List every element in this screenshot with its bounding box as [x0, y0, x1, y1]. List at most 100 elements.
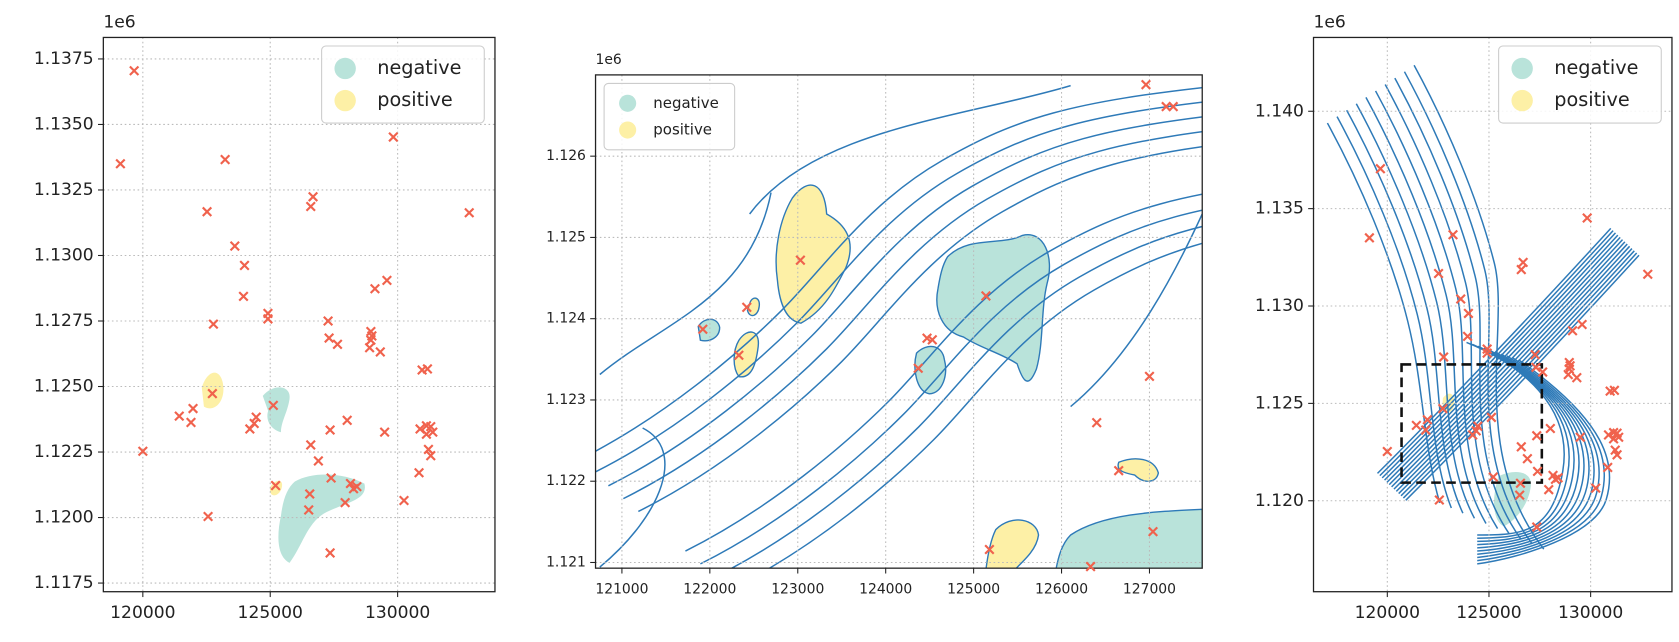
y-tick-label: 1.1175 — [34, 573, 94, 593]
point — [366, 330, 377, 341]
contour-line — [1386, 236, 1621, 483]
x-tick-label: 125000 — [238, 603, 303, 623]
contour-line — [1400, 250, 1635, 497]
contour-line — [1393, 243, 1628, 490]
point — [332, 339, 343, 350]
point — [1577, 319, 1588, 330]
point — [324, 332, 335, 344]
legend-swatch — [1511, 57, 1533, 80]
y-tick-label: 1.126 — [546, 148, 586, 164]
point — [1582, 212, 1593, 224]
point — [381, 275, 392, 286]
contour-line — [1477, 347, 1580, 546]
point — [1571, 372, 1582, 383]
contour-line — [749, 84, 1071, 215]
point — [304, 488, 315, 499]
legend-swatch — [619, 94, 637, 112]
point — [202, 206, 213, 217]
offset-label: 1e6 — [596, 52, 622, 68]
y-tick-label: 1.122 — [546, 473, 586, 489]
point — [1537, 366, 1548, 378]
point — [326, 472, 337, 484]
contour-line — [1326, 122, 1441, 504]
point — [1530, 362, 1541, 373]
point — [1091, 417, 1102, 428]
contour-line — [1403, 71, 1533, 545]
contour-line — [1477, 349, 1585, 549]
point — [980, 290, 991, 301]
contour-line — [767, 242, 1203, 569]
contour-line — [595, 101, 1203, 473]
point — [415, 423, 426, 435]
point — [137, 446, 148, 457]
x-tick-label: 126000 — [1035, 582, 1088, 598]
point — [741, 302, 752, 313]
point — [425, 450, 436, 461]
contour-line — [1374, 90, 1499, 529]
point — [203, 511, 214, 522]
point — [239, 260, 250, 271]
point — [1543, 484, 1554, 495]
y-tick-label: 1.130 — [1255, 296, 1304, 316]
point — [1375, 163, 1386, 174]
contour-line — [1384, 84, 1510, 535]
point — [238, 291, 249, 302]
plot-frame — [1312, 36, 1673, 593]
y-tick-label: 1.123 — [546, 392, 586, 408]
y-tick-label: 1.140 — [1255, 101, 1304, 121]
point — [174, 411, 185, 422]
point — [417, 364, 428, 376]
x-tick-label: 130000 — [365, 603, 430, 623]
point — [244, 423, 255, 435]
point — [1147, 526, 1159, 537]
contour-line — [1070, 213, 1203, 408]
point — [1514, 490, 1525, 501]
point — [464, 207, 475, 218]
point — [1567, 325, 1578, 336]
contour-line — [638, 145, 1203, 513]
point — [413, 467, 425, 478]
y-tick-label: 1.124 — [546, 311, 586, 327]
x-tick-label: 127000 — [1123, 582, 1176, 598]
point — [115, 158, 126, 169]
point — [1438, 351, 1449, 363]
contour-line — [1346, 109, 1464, 514]
point — [185, 417, 197, 428]
point — [1113, 465, 1124, 476]
contour-line — [599, 192, 772, 376]
point — [1642, 269, 1653, 280]
contours — [595, 84, 1203, 569]
point — [1563, 369, 1574, 380]
y-tick-label: 1.1250 — [34, 377, 94, 397]
contour-line — [1391, 241, 1626, 488]
legend-label: negative — [377, 56, 461, 79]
y-tick-label: 1.121 — [546, 554, 586, 570]
y-tick-label: 1.1225 — [34, 442, 94, 462]
x-tick-label: 120000 — [110, 603, 175, 623]
point — [208, 319, 219, 330]
point — [423, 444, 434, 455]
point — [1605, 386, 1616, 397]
point — [927, 334, 938, 345]
point — [1516, 441, 1527, 452]
point — [1462, 331, 1473, 342]
point — [1140, 79, 1151, 90]
contour-line — [1379, 230, 1614, 477]
contours — [1326, 64, 1640, 565]
contour-line — [1398, 248, 1633, 495]
legend-box — [1498, 45, 1662, 124]
y-tick-label: 1.1375 — [34, 49, 94, 69]
point — [313, 455, 324, 466]
point — [229, 241, 240, 252]
point — [364, 342, 375, 353]
point — [1612, 449, 1623, 460]
legend-label: negative — [1554, 56, 1638, 79]
point — [984, 544, 995, 555]
offset-label: 1e6 — [1314, 12, 1346, 32]
plot-frame — [594, 74, 1203, 569]
point — [305, 439, 316, 450]
point — [1486, 412, 1497, 423]
point — [1565, 360, 1576, 371]
point — [342, 415, 353, 426]
contour-line — [1477, 353, 1595, 556]
